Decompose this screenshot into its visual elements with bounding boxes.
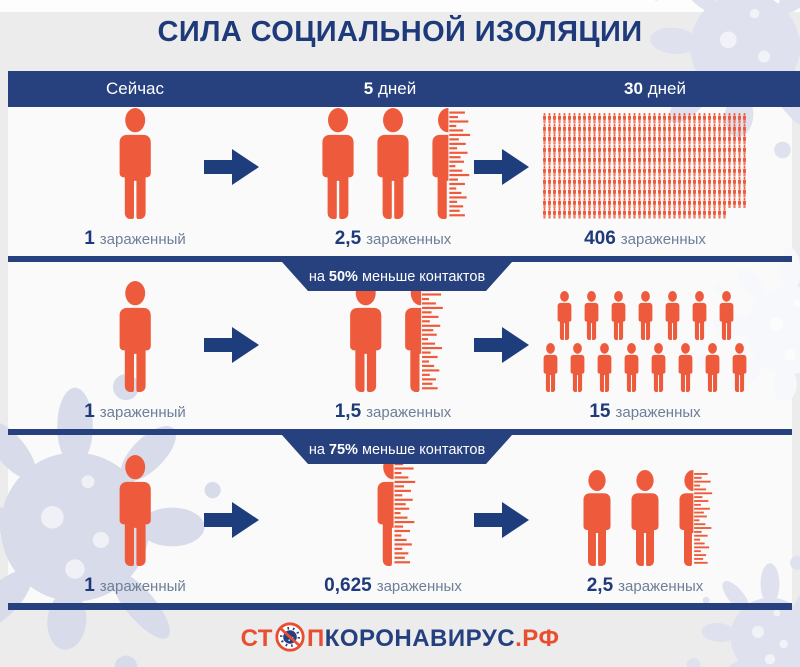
- arrow-right-icon: [474, 501, 530, 539]
- person-group: [109, 281, 161, 392]
- cell-5days-2: 1,5 зараженных: [334, 281, 452, 423]
- cell-5days-1: 2,5 зараженных: [312, 108, 474, 250]
- person-group: [367, 455, 419, 566]
- person-group-grid: [542, 113, 748, 219]
- person-group: [109, 108, 161, 219]
- footer-divider: [8, 603, 792, 610]
- infected-count-label: 2,5 зараженных: [586, 575, 704, 596]
- person-group: [539, 291, 751, 392]
- arrow-right-icon: [204, 501, 260, 539]
- section-divider: [8, 429, 792, 435]
- infected-count-label: 0,625 зараженных: [324, 575, 462, 596]
- header-col-now: Сейчас: [105, 79, 165, 98]
- arrow-right-icon: [204, 148, 260, 186]
- infection-row-2: 1 зараженный 1,5 зараженных 15 зараженных: [8, 281, 792, 429]
- infected-count-label: 2,5 зараженных: [334, 228, 452, 249]
- arrow-right-icon: [474, 148, 530, 186]
- infected-count-label: 1 зараженный: [84, 401, 186, 422]
- header-col-5-days: 5 дней: [363, 79, 417, 98]
- infected-count-label: 1 зараженный: [84, 575, 186, 596]
- infected-count-label: 1 зараженный: [84, 228, 186, 249]
- cell-5days-3: 0,625 зараженных: [324, 455, 462, 597]
- header-col-30-days: 30 дней: [624, 79, 686, 98]
- top-white-strip: [0, 0, 800, 12]
- cell-30days-1: 406 зараженных: [542, 113, 748, 250]
- person-group: [340, 281, 447, 392]
- cell-30days-3: 2,5 зараженных: [575, 470, 716, 597]
- reduction-banner-50: на 50% меньше контактов: [282, 262, 512, 291]
- person-group: [312, 108, 474, 219]
- cell-30days-2: 15 зараженных: [539, 291, 751, 423]
- cell-now-2: 1 зараженный: [84, 281, 186, 423]
- person-group: [109, 455, 161, 566]
- footer-logo: СТ ПКОРОНАВИРУС.РФ: [0, 621, 800, 653]
- infection-row-1: 1 зараженный 2,5 зараженных 406 зараженных: [8, 108, 792, 256]
- infected-count-label: 1,5 зараженных: [334, 401, 452, 422]
- infected-count-label: 406 зараженных: [584, 228, 706, 249]
- infection-row-3: 1 зараженный 0,625 зараженных 2,5 зараженны…: [8, 455, 792, 603]
- reduction-banner-75: на 75% меньше контактов: [282, 435, 512, 464]
- infected-count-label: 15 зараженных: [589, 401, 701, 422]
- timeline-header-bar: Сейчас 5 дней 30 дней: [8, 71, 800, 107]
- arrow-right-icon: [474, 326, 530, 364]
- cell-now-1: 1 зараженный: [84, 108, 186, 250]
- virus-prohibition-icon: [274, 621, 306, 653]
- page-title: СИЛА СОЦИАЛЬНОЙ ИЗОЛЯЦИИ: [157, 16, 643, 48]
- arrow-right-icon: [204, 326, 260, 364]
- cell-now-3: 1 зараженный: [84, 455, 186, 597]
- person-group: [575, 470, 716, 566]
- section-divider: [8, 256, 792, 262]
